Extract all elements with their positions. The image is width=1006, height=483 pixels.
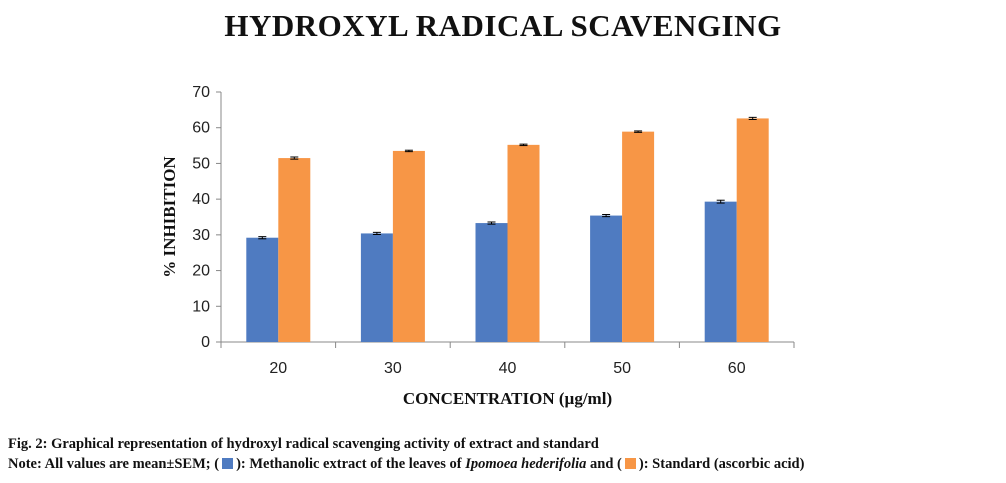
bar-chart: 0 10 20 30 40 50 60 70 20 30 40 50 60 CONCENTRATION (…: [160, 84, 795, 408]
standard-bar: [736, 118, 769, 342]
extract-bar: [704, 201, 737, 342]
x-tick-label: 30: [384, 360, 402, 377]
x-tick-label: 60: [728, 360, 746, 377]
standard-bar: [507, 144, 540, 342]
y-tick-label: 0: [201, 334, 210, 351]
note-species: Ipomoea hederifolia: [465, 456, 587, 472]
standard-bar: [622, 131, 655, 342]
extract-swatch: [222, 458, 234, 469]
y-tick-label: 20: [192, 263, 210, 280]
x-tick-label: 20: [269, 360, 287, 377]
y-tick-label: 60: [192, 120, 210, 137]
figure-caption: Fig. 2: Graphical representation of hydr…: [8, 436, 599, 452]
extract-bar: [246, 237, 279, 342]
y-tick-label: 50: [192, 155, 210, 172]
y-tick-label: 40: [192, 191, 210, 208]
note-mid1: ): Methanolic extract of the leaves of: [236, 456, 466, 472]
y-tick-label: 30: [192, 227, 210, 244]
chart-title: HYDROXYL RADICAL SCAVENGING: [224, 8, 782, 43]
note-prefix: Note: All values are mean±SEM; (: [8, 456, 220, 472]
x-axis-title: CONCENTRATION (µg/ml): [403, 389, 612, 408]
y-tick-label: 70: [192, 84, 210, 101]
note-mid2: and (: [586, 456, 622, 472]
x-tick-label: 40: [499, 360, 517, 377]
figure-note: Note: All values are mean±SEM; ( ): Metha…: [8, 456, 804, 473]
y-tick-label: 10: [192, 298, 210, 315]
standard-bar: [278, 158, 311, 342]
standard-bar: [392, 150, 425, 342]
extract-bar: [475, 223, 508, 342]
extract-bar: [590, 215, 623, 342]
extract-bar: [360, 233, 393, 342]
y-axis-title: % INHIBITION: [160, 156, 179, 278]
standard-swatch: [624, 458, 636, 469]
x-tick-label: 50: [613, 360, 631, 377]
note-end: ): Standard (ascorbic acid): [638, 456, 805, 472]
